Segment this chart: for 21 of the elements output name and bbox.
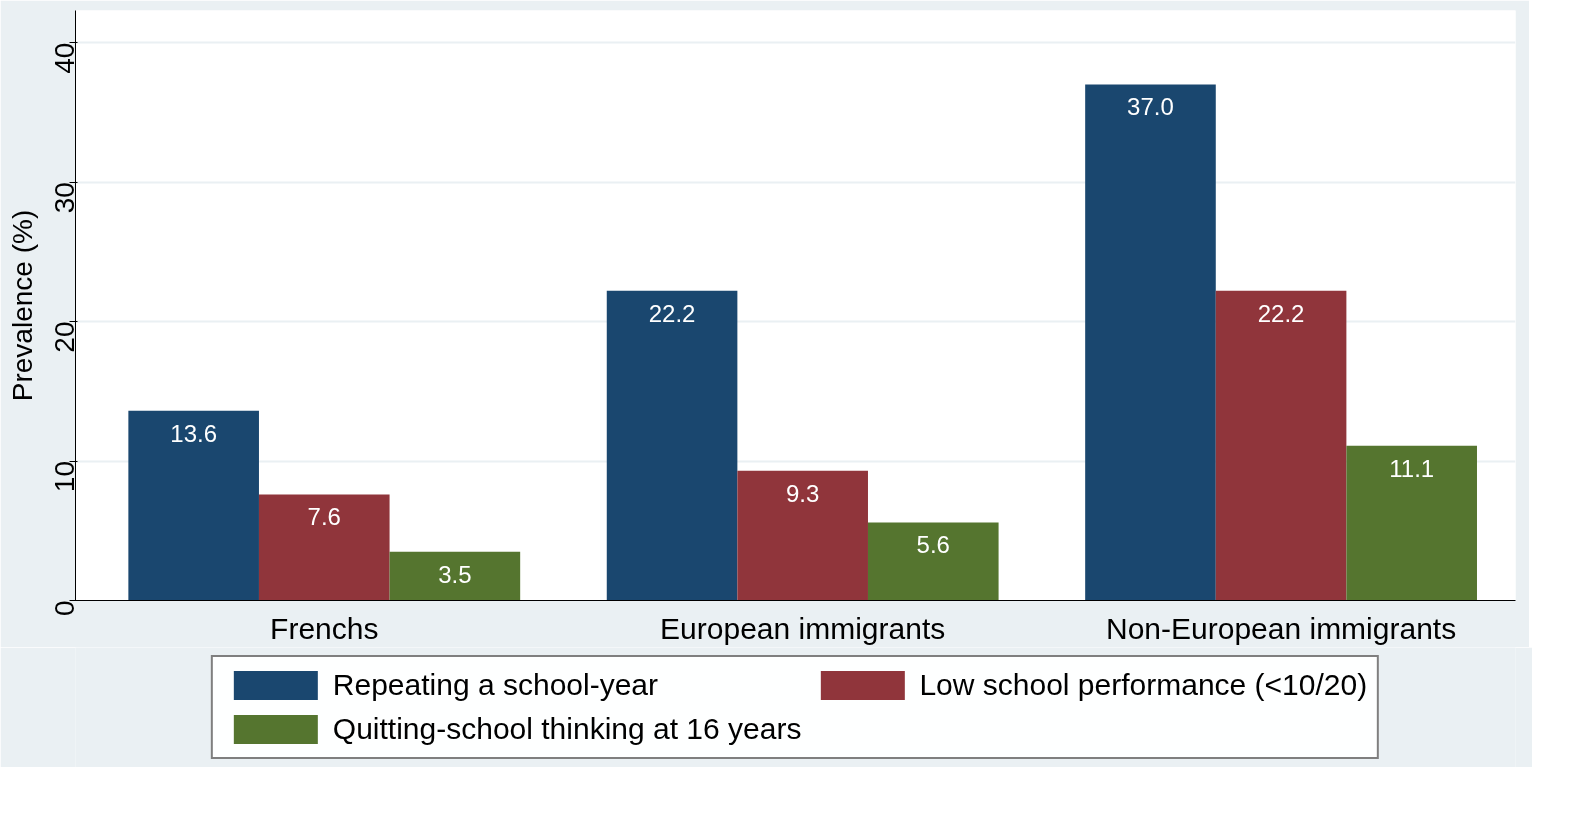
data-label: 7.6	[307, 503, 341, 531]
data-label: 3.5	[438, 560, 472, 588]
y-tick-label: 40	[49, 42, 80, 74]
x-tick-label: Frenchs	[270, 611, 379, 645]
y-tick-label: 20	[49, 321, 80, 353]
data-label: 22.2	[1257, 299, 1305, 327]
data-label: 22.2	[648, 299, 696, 327]
x-tick-label: Non-European immigrants	[1106, 611, 1457, 645]
y-axis-title: Prevalence (%)	[6, 209, 38, 402]
y-tick-label: 0	[49, 600, 80, 617]
data-label: 11.1	[1389, 454, 1435, 482]
data-label: 9.3	[785, 479, 820, 507]
x-tick-label: European immigrants	[660, 611, 946, 645]
legend-label: Quitting-school thinking at 16 years	[332, 712, 802, 746]
data-label: 37.0	[1127, 93, 1174, 121]
legend-label: Low school performance (<10/20)	[919, 668, 1368, 702]
data-label: 5.6	[916, 531, 950, 559]
data-label: 13.6	[170, 419, 218, 447]
y-tick-label: 10	[49, 461, 80, 493]
legend-label: Repeating a school-year	[332, 668, 660, 702]
y-tick-label: 30	[49, 182, 80, 214]
